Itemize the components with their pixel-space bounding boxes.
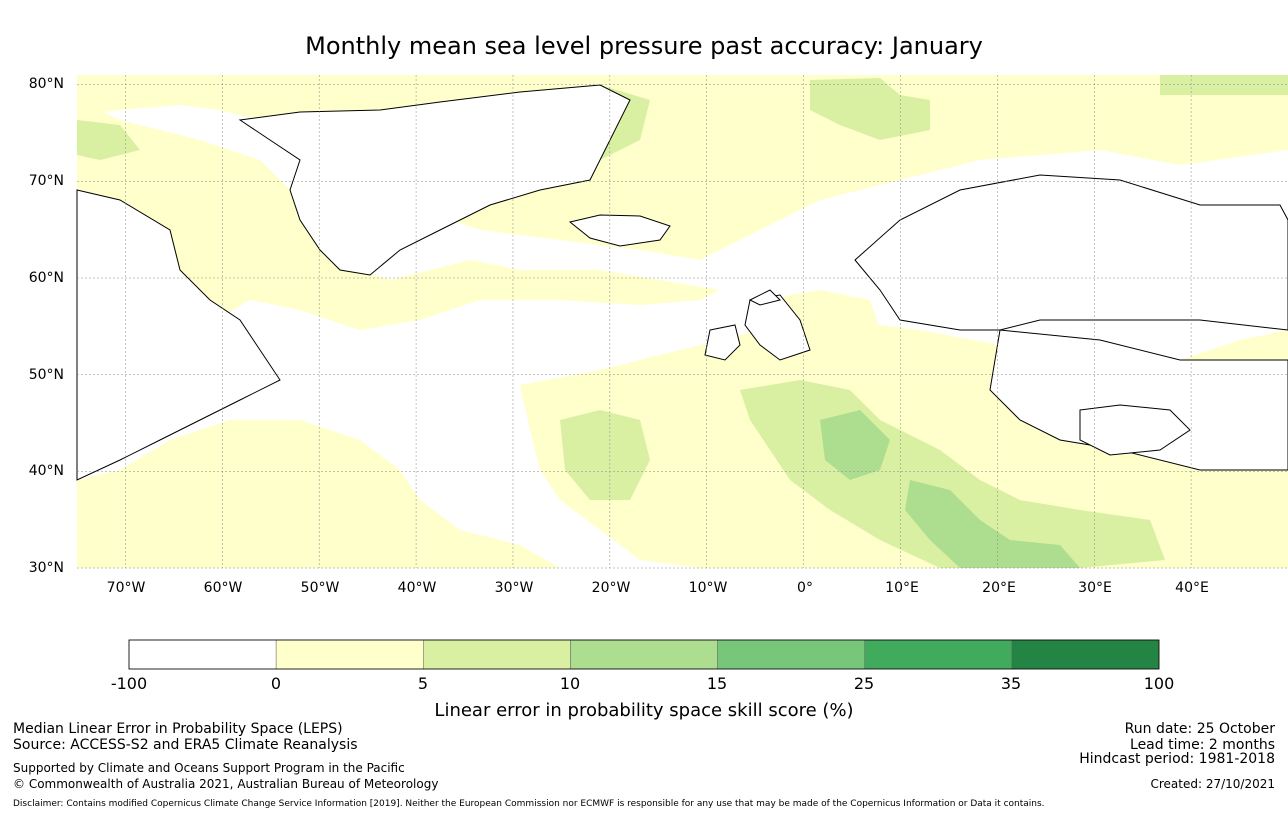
colorbar-tick: 0 [270, 674, 282, 693]
lat-label: 30°N [28, 560, 64, 576]
colorbar-segment [275, 639, 424, 670]
map-title: Monthly mean sea level pressure past acc… [305, 32, 983, 60]
lon-label: 60°W [203, 580, 243, 596]
footer-run-date: Run date: 25 October [1124, 721, 1275, 737]
colorbar-tick: -100 [110, 674, 148, 693]
lon-label: 30°W [494, 580, 534, 596]
land-iceland [568, 214, 671, 247]
skill-region [810, 78, 930, 140]
skill-region [905, 480, 1080, 568]
disclaimer: Disclaimer: Contains modified Copernicus… [13, 799, 1045, 809]
land-black-sea [1079, 404, 1191, 456]
colorbar-tick: 15 [706, 674, 728, 693]
footer-created: Created: 27/10/2021 [1150, 777, 1275, 791]
lon-label: 20°E [982, 580, 1016, 596]
footer-lead-time: Lead time: 2 months [1130, 737, 1275, 753]
skill-region [1160, 75, 1288, 95]
land-north-america [76, 189, 281, 481]
land-greenland [238, 84, 631, 276]
skill-region [77, 100, 720, 390]
lat-label: 80°N [28, 76, 64, 92]
colorbar-tick: 5 [417, 674, 429, 693]
colorbar-tick: 35 [1000, 674, 1022, 693]
footer-source: Source: ACCESS-S2 and ERA5 Climate Reana… [13, 737, 358, 753]
skill-region [560, 410, 650, 500]
land-ireland [704, 324, 741, 361]
colorbar-tick: 100 [1143, 674, 1175, 693]
graticule [77, 75, 1288, 569]
lon-label: 50°W [300, 580, 340, 596]
lon-label: 70°W [106, 580, 146, 596]
skill-region [77, 120, 140, 160]
land-europe [989, 329, 1288, 471]
footer-method: Median Linear Error in Probability Space… [13, 721, 343, 737]
colorbar-label: Linear error in probability space skill … [434, 700, 854, 721]
colorbar-segment [717, 639, 865, 670]
lon-label: 20°W [591, 580, 631, 596]
land-british-isles [744, 294, 811, 361]
lat-label: 70°N [28, 173, 64, 189]
lon-label: 10°W [688, 580, 728, 596]
lon-label: 40°W [397, 580, 437, 596]
skill-fill-layer [76, 75, 1288, 568]
lon-label: 0° [797, 580, 813, 596]
skill-region [77, 420, 560, 568]
lon-label: 40°E [1175, 580, 1209, 596]
colorbar-segment [1011, 639, 1160, 670]
lon-label: 30°E [1078, 580, 1112, 596]
lon-label: 10°E [885, 580, 919, 596]
colorbar-segment [423, 639, 571, 670]
footer-hindcast: Hindcast period: 1981-2018 [1079, 751, 1275, 767]
colorbar-tick: 10 [559, 674, 581, 693]
colorbar-segment [128, 639, 277, 670]
lat-label: 50°N [28, 367, 64, 383]
skill-region [820, 410, 890, 480]
lat-label: 60°N [28, 270, 64, 286]
land-scotland-north [748, 289, 781, 306]
colorbar-segment [864, 639, 1013, 670]
land-scandinavia [854, 174, 1288, 331]
footer-copyright: © Commonwealth of Australia 2021, Austra… [13, 777, 439, 791]
colorbar-tick: 25 [853, 674, 875, 693]
footer-support: Supported by Climate and Oceans Support … [13, 761, 405, 775]
lat-label: 40°N [28, 463, 64, 479]
colorbar-segment [570, 639, 718, 670]
